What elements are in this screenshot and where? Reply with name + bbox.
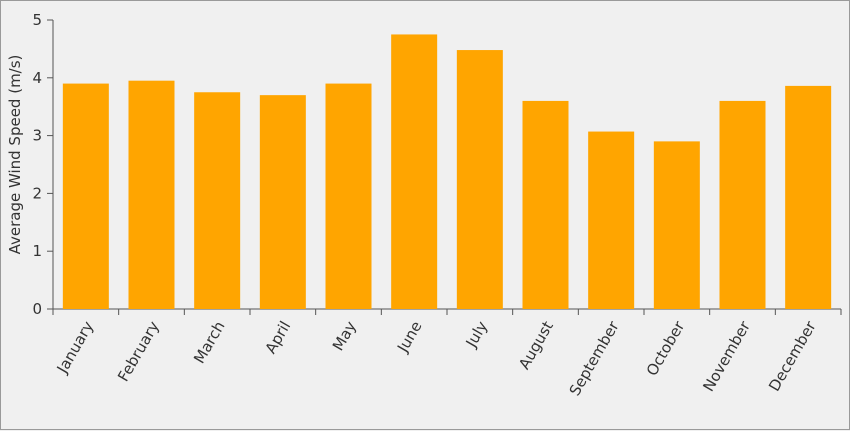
x-tick-label-december: December — [765, 317, 820, 394]
bar-december — [785, 85, 832, 309]
x-tick-label-march: March — [190, 318, 228, 367]
x-tick-label-october: October — [643, 317, 689, 379]
bar-march — [194, 92, 241, 309]
y-axis: 0 1 2 3 4 5 — [32, 11, 54, 318]
x-tick-label-may: May — [329, 318, 360, 354]
bar-october — [653, 141, 700, 309]
bar-september — [588, 131, 635, 309]
x-tick-label-august: August — [515, 318, 557, 373]
y-tick-label: 1 — [32, 242, 42, 260]
y-tick-label: 2 — [32, 184, 42, 202]
y-tick-label: 3 — [32, 127, 42, 145]
x-tick-label-february: February — [114, 318, 163, 385]
x-tick-label-april: April — [262, 318, 295, 357]
y-tick-label: 0 — [32, 300, 42, 318]
bar-august — [522, 100, 569, 309]
y-tick-label: 4 — [32, 69, 42, 87]
y-tick-label: 5 — [32, 11, 42, 29]
x-tick-label-july: July — [462, 318, 492, 351]
bar-april — [259, 95, 306, 309]
x-tick-label-january: January — [53, 318, 98, 377]
bar-february — [128, 80, 175, 309]
x-axis: January February March April May June July Augu… — [52, 308, 842, 399]
x-tick-label-november: November — [699, 317, 754, 394]
bar-november — [719, 100, 766, 309]
x-tick-label-september: September — [566, 317, 623, 399]
bar-july — [456, 50, 503, 309]
y-axis-title: Average Wind Speed (m/s) — [6, 55, 24, 255]
bar-may — [325, 83, 372, 309]
x-tick-label-june: June — [393, 318, 425, 356]
bar-january — [62, 83, 109, 309]
bar-june — [391, 34, 438, 309]
bars-group — [62, 34, 832, 309]
